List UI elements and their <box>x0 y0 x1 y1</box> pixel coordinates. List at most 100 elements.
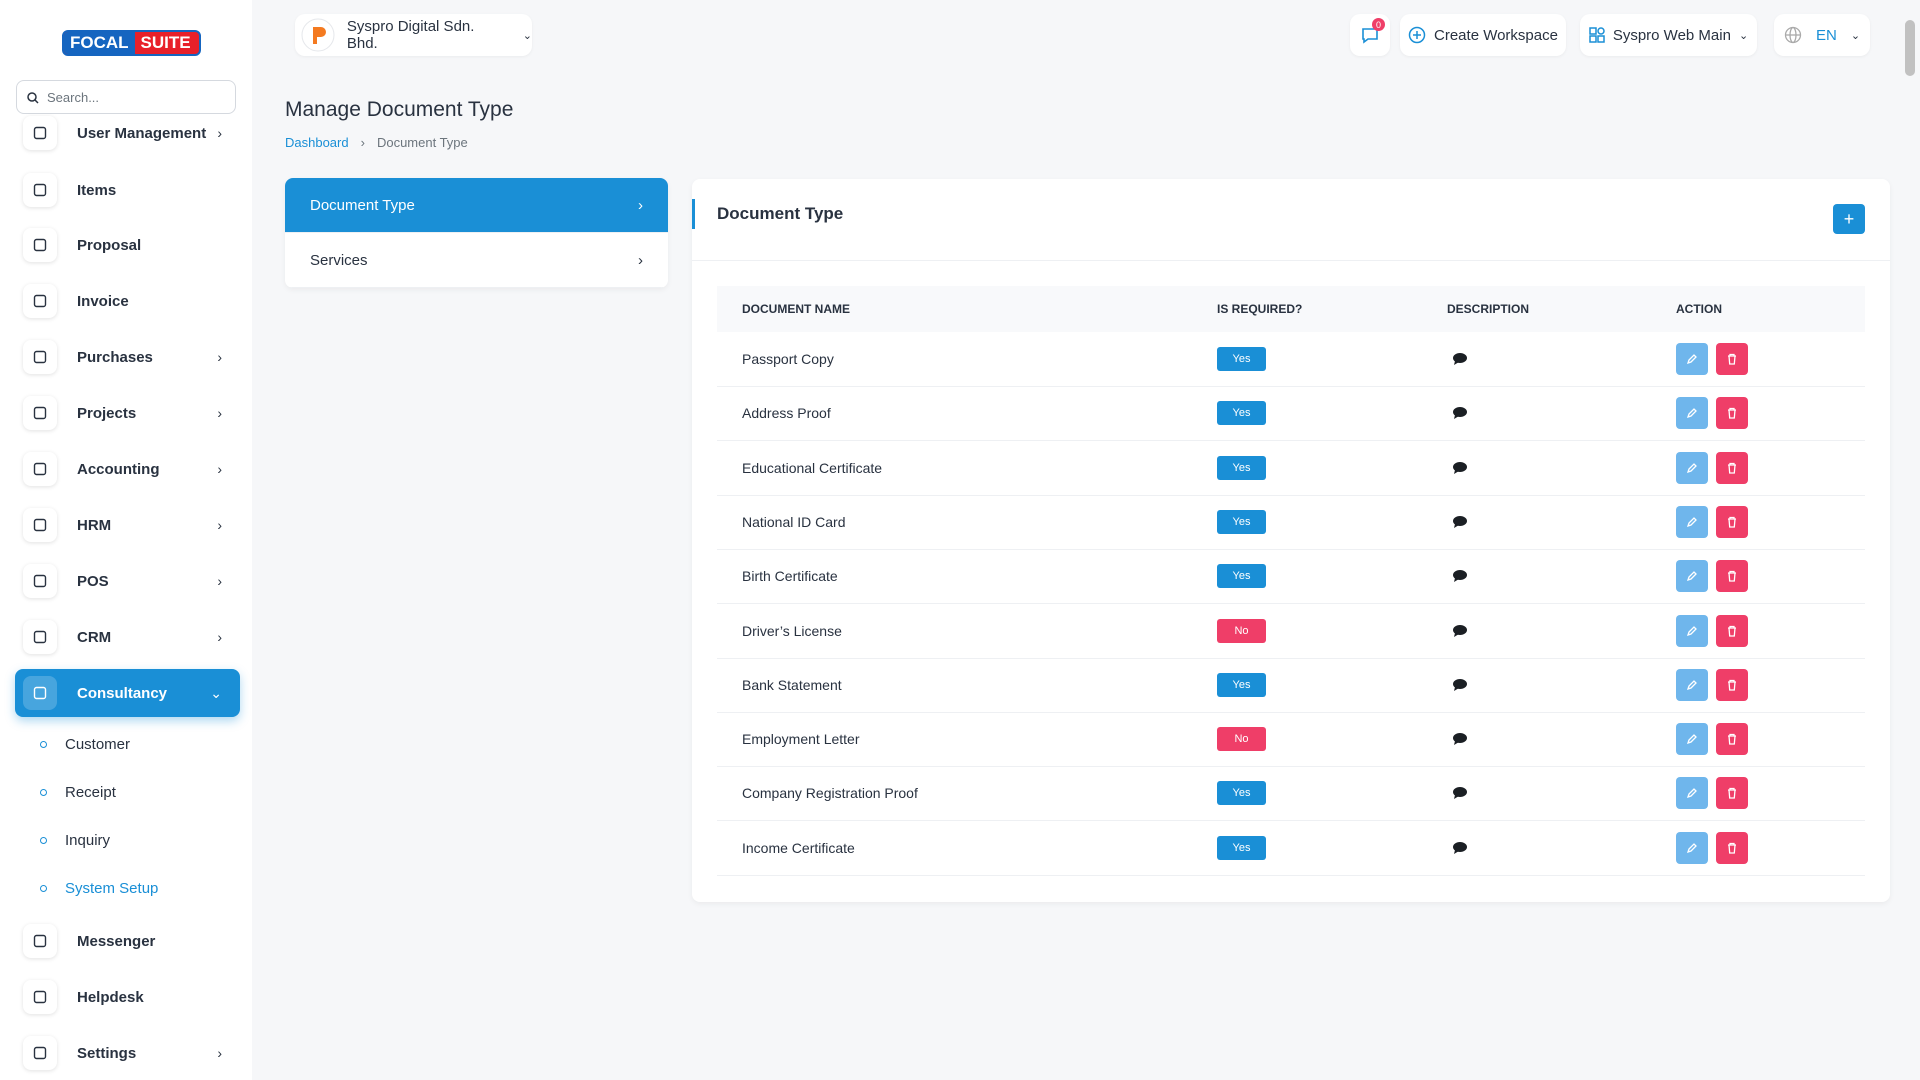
nav-item[interactable]: User Management › <box>15 109 240 157</box>
description-cell[interactable] <box>1452 495 1468 549</box>
nav-item[interactable]: Items <box>15 166 240 214</box>
nav-item[interactable]: POS › <box>15 557 240 605</box>
breadcrumb-current: Document Type <box>376 135 468 150</box>
nav-icon <box>23 396 57 430</box>
company-name: Syspro Digital Sdn. Bhd. <box>346 18 475 52</box>
nav-chevron: › <box>217 1045 222 1061</box>
edit-button[interactable] <box>1676 831 1708 864</box>
required-badge: Yes <box>1217 781 1266 806</box>
nav-item[interactable]: Projects › <box>15 389 240 437</box>
submenu-dot <box>40 741 47 748</box>
required-badge: No <box>1217 618 1266 643</box>
description-cell[interactable] <box>1452 441 1468 495</box>
edit-button[interactable] <box>1676 723 1708 756</box>
submenu-dot <box>40 885 47 892</box>
nav-item[interactable]: Invoice <box>15 277 240 325</box>
submenu-item[interactable]: Receipt <box>40 784 116 801</box>
delete-button[interactable] <box>1716 777 1748 810</box>
document-name: Driver’s License <box>742 622 842 639</box>
nav-chevron: › <box>217 629 222 645</box>
delete-button[interactable] <box>1716 614 1748 647</box>
description-cell[interactable] <box>1452 604 1468 658</box>
edit-button[interactable] <box>1676 451 1708 484</box>
description-cell[interactable] <box>1452 821 1468 875</box>
scrollbar[interactable] <box>1905 20 1915 76</box>
delete-button[interactable] <box>1716 668 1748 701</box>
submenu-item[interactable]: Inquiry <box>40 832 110 849</box>
nav-label: Helpdesk <box>77 988 144 1006</box>
submenu-label: Customer <box>65 736 131 753</box>
logo[interactable]: FOCAL SUITE <box>62 30 201 56</box>
language: EN <box>1815 26 1837 44</box>
settings-menu-item[interactable]: Services › <box>285 233 668 288</box>
nav-chevron: ⌄ <box>210 684 222 701</box>
company-selector[interactable]: Syspro Digital Sdn. Bhd. ⌄ <box>295 14 532 56</box>
edit-button[interactable] <box>1676 560 1708 593</box>
description-cell[interactable] <box>1452 549 1468 603</box>
create-workspace-label: Create Workspace <box>1434 26 1558 44</box>
search-box[interactable]: Search... <box>16 80 236 114</box>
add-button[interactable]: + <box>1833 204 1865 234</box>
required-cell: Yes <box>1217 332 1266 386</box>
nav-item[interactable]: Purchases › <box>15 333 240 381</box>
action-cell <box>1676 766 1748 820</box>
required-cell: Yes <box>1217 549 1266 603</box>
edit-button[interactable] <box>1676 614 1708 647</box>
nav-item[interactable]: Messenger <box>15 917 240 965</box>
breadcrumb-link[interactable]: Dashboard <box>285 135 349 150</box>
nav-item[interactable]: Accounting › <box>15 445 240 493</box>
nav-item[interactable]: Proposal <box>15 221 240 269</box>
delete-button[interactable] <box>1716 723 1748 756</box>
notifications[interactable]: 0 <box>1350 14 1390 56</box>
table-row: Driver’s License No <box>717 604 1865 659</box>
submenu-item[interactable]: Customer <box>40 736 130 753</box>
action-cell <box>1676 495 1748 549</box>
workspace-selector[interactable]: Syspro Web Main ⌄ <box>1580 14 1757 56</box>
action-cell <box>1676 604 1748 658</box>
required-badge: Yes <box>1217 455 1266 480</box>
submenu-item[interactable]: System Setup <box>40 880 158 897</box>
delete-button[interactable] <box>1716 451 1748 484</box>
nav-icon <box>23 676 57 710</box>
description-cell[interactable] <box>1452 658 1468 712</box>
nav-chevron: › <box>217 573 222 589</box>
edit-button[interactable] <box>1676 397 1708 430</box>
table-row: Company Registration Proof Yes <box>717 766 1865 822</box>
nav-chevron: › <box>217 405 222 421</box>
required-cell: No <box>1217 712 1266 766</box>
edit-button[interactable] <box>1676 505 1708 538</box>
nav-item[interactable]: Helpdesk <box>15 973 240 1021</box>
nav-label: Items <box>77 181 117 199</box>
language-selector[interactable]: EN ⌄ <box>1774 14 1870 56</box>
required-badge: No <box>1217 727 1266 752</box>
delete-button[interactable] <box>1716 397 1748 430</box>
nav-item[interactable]: HRM › <box>15 501 240 549</box>
document-name: Bank Statement <box>742 676 842 693</box>
edit-button[interactable] <box>1676 668 1708 701</box>
edit-button[interactable] <box>1676 777 1708 810</box>
action-cell <box>1676 712 1748 766</box>
workspace-icon <box>1589 27 1605 43</box>
delete-button[interactable] <box>1716 831 1748 864</box>
create-workspace[interactable]: Create Workspace <box>1400 14 1566 56</box>
delete-button[interactable] <box>1716 343 1748 375</box>
edit-button[interactable] <box>1676 343 1708 375</box>
delete-button[interactable] <box>1716 505 1748 538</box>
required-cell: No <box>1217 604 1266 658</box>
document-name: Educational Certificate <box>742 459 883 476</box>
description-cell[interactable] <box>1452 386 1468 440</box>
workspace-name: Syspro Web Main <box>1612 26 1731 44</box>
settings-menu-item[interactable]: Document Type › <box>285 178 668 233</box>
description-cell[interactable] <box>1452 712 1468 766</box>
nav-icon <box>23 173 57 207</box>
column-header: IS REQUIRED? <box>1217 302 1303 316</box>
required-cell: Yes <box>1217 821 1266 875</box>
nav-item[interactable]: Settings › <box>15 1029 240 1077</box>
action-cell <box>1676 441 1748 495</box>
nav-label: Purchases <box>77 348 153 366</box>
nav-item[interactable]: CRM › <box>15 613 240 661</box>
nav-item[interactable]: Consultancy ⌄ <box>15 669 240 717</box>
delete-button[interactable] <box>1716 560 1748 593</box>
description-cell[interactable] <box>1452 766 1468 820</box>
description-cell[interactable] <box>1452 332 1468 386</box>
